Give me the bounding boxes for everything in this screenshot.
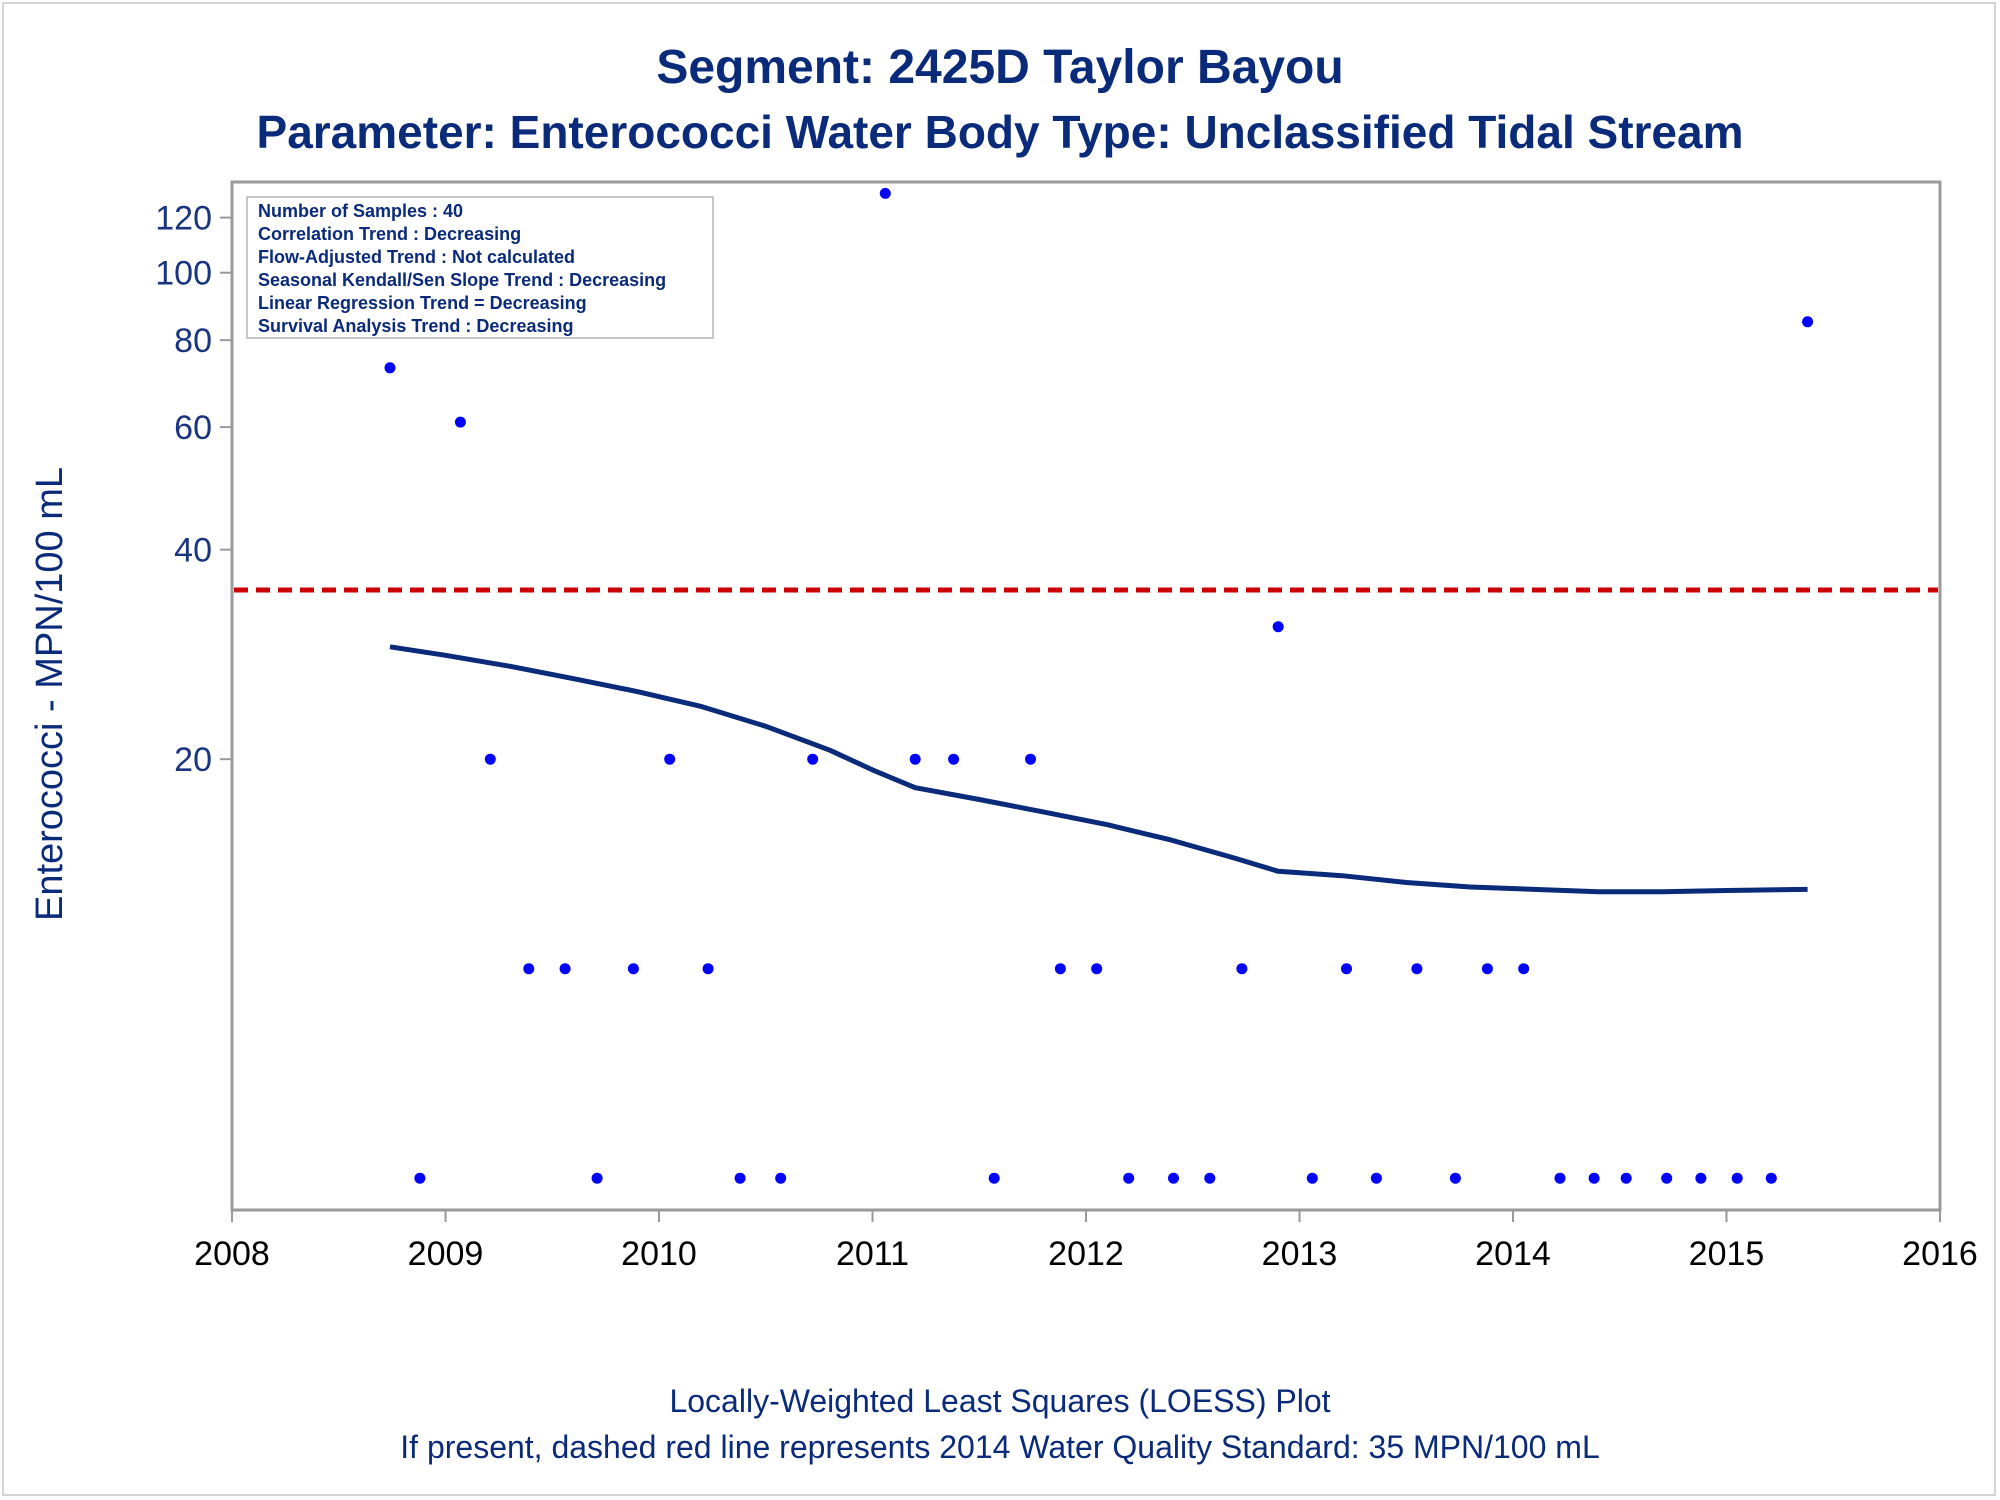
data-point [1411, 963, 1423, 975]
data-point [1481, 963, 1493, 975]
footnote-loess: Locally-Weighted Least Squares (LOESS) P… [669, 1383, 1330, 1419]
x-tick-label: 2012 [1048, 1235, 1124, 1273]
x-tick-label: 2008 [194, 1235, 270, 1273]
data-point [591, 1172, 603, 1184]
footnote-standard: If present, dashed red line represents 2… [400, 1429, 1599, 1465]
y-tick-label: 120 [155, 200, 212, 238]
plot-layer: 20 40 60 80 100 120 2008 2009 2010 2011 2012 2013 20… [155, 180, 1978, 1273]
data-point [384, 362, 396, 374]
data-point [909, 753, 921, 765]
data-point [948, 753, 960, 765]
data-point [664, 753, 676, 765]
data-point [702, 963, 714, 975]
data-point [807, 753, 819, 765]
y-axis-label: Enterococci - MPN/100 mL [29, 467, 71, 921]
y-tick-label: 20 [174, 741, 212, 779]
x-tick-label: 2010 [621, 1235, 697, 1273]
stats-box: Number of Samples : 40 Correlation Trend… [246, 196, 714, 339]
data-point [1236, 963, 1248, 975]
y-tick-label: 40 [174, 532, 212, 570]
data-point [559, 963, 571, 975]
chart-title: Segment: 2425D Taylor Bayou [656, 41, 1343, 94]
chart-subtitle: Parameter: Enterococci Water Body Type: … [257, 106, 1744, 158]
x-tick-label: 2013 [1262, 1235, 1338, 1273]
data-point [1588, 1172, 1600, 1184]
y-tick-label: 80 [174, 322, 212, 360]
data-point [1168, 1172, 1179, 1184]
stats-line: Correlation Trend : Decreasing [258, 224, 521, 244]
data-point [1695, 1172, 1707, 1184]
data-point [627, 963, 639, 975]
data-point [523, 963, 535, 975]
data-point [1765, 1172, 1777, 1184]
data-point [879, 187, 891, 199]
x-tick-label: 2016 [1902, 1235, 1978, 1273]
x-tick-label: 2011 [836, 1235, 909, 1273]
data-point [1054, 963, 1066, 975]
data-point [1554, 1172, 1566, 1184]
data-point [414, 1172, 426, 1184]
stats-line: Linear Regression Trend = Decreasing [258, 293, 587, 313]
data-point [734, 1172, 746, 1184]
stats-line: Seasonal Kendall/Sen Slope Trend : Decre… [258, 270, 666, 290]
data-point [1204, 1172, 1216, 1184]
data-point [1731, 1172, 1743, 1184]
data-point [1123, 1172, 1135, 1184]
y-tick-label: 100 [155, 255, 212, 293]
data-point [1661, 1172, 1673, 1184]
data-point [775, 1172, 787, 1184]
data-point [1449, 1172, 1461, 1184]
data-point [988, 1172, 1000, 1184]
x-tick-label: 2015 [1689, 1235, 1765, 1273]
data-point [454, 416, 466, 428]
data-point [1370, 1172, 1382, 1184]
data-point [1025, 753, 1036, 765]
data-point [1272, 621, 1284, 633]
data-point [1341, 963, 1352, 975]
x-tick-label: 2009 [408, 1235, 484, 1273]
data-point [1306, 1172, 1318, 1184]
data-point [484, 753, 496, 765]
data-point [1518, 963, 1530, 975]
x-tick-label: 2014 [1475, 1235, 1551, 1273]
y-tick-label: 60 [174, 409, 212, 447]
data-point [1802, 316, 1814, 328]
loess-line [389, 644, 1808, 895]
stats-line: Number of Samples : 40 [258, 201, 463, 221]
stats-box-border [246, 196, 714, 339]
stats-line: Flow-Adjusted Trend : Not calculated [258, 247, 575, 267]
stats-line: Survival Analysis Trend : Decreasing [258, 316, 573, 336]
data-point [1620, 1172, 1632, 1184]
data-point [1091, 963, 1103, 975]
